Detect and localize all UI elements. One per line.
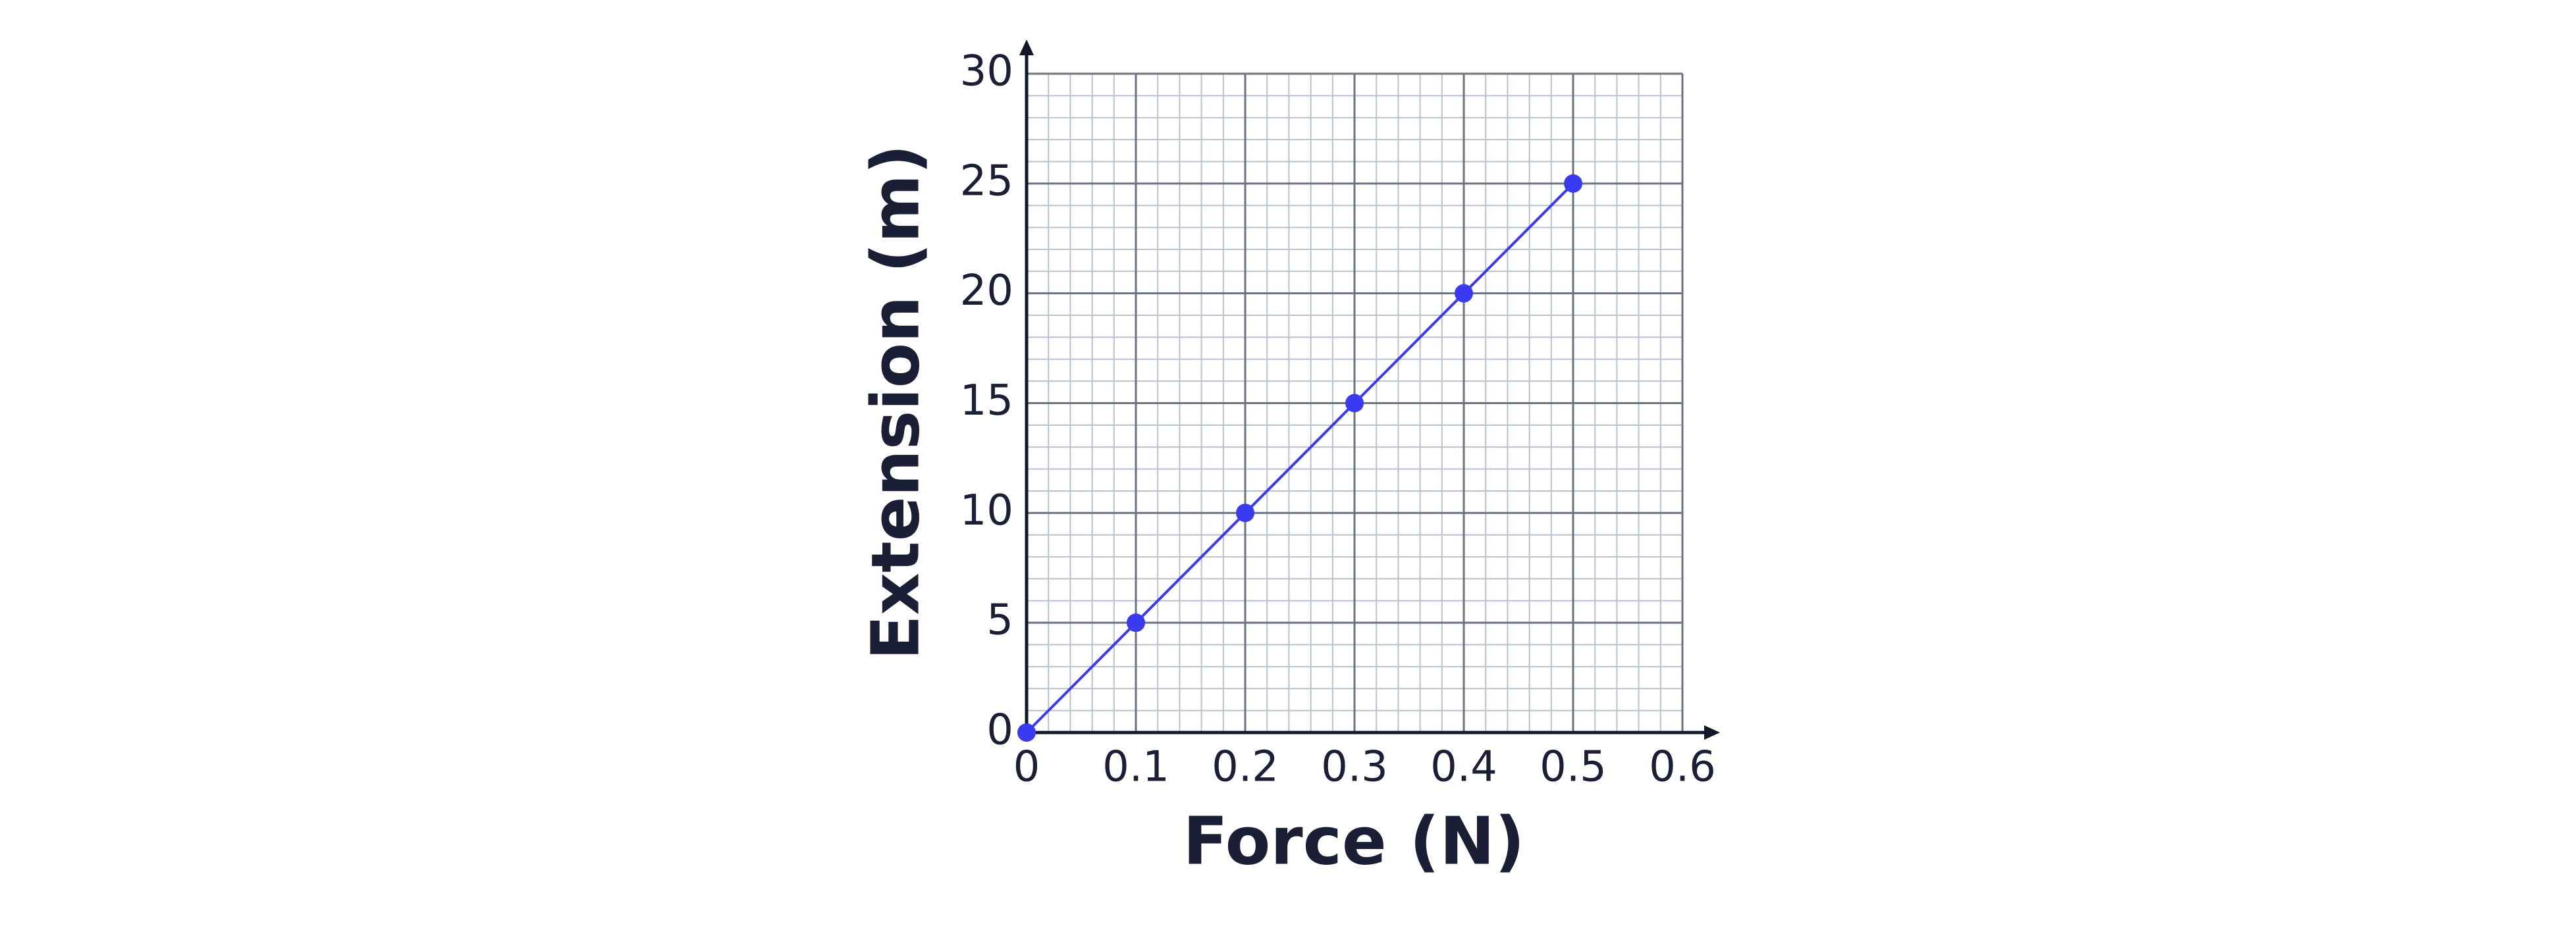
data-point — [1345, 394, 1364, 413]
y-tick-label: 0 — [986, 706, 1013, 755]
data-point — [1455, 284, 1473, 303]
y-tick-label: 15 — [960, 376, 1013, 425]
x-axis-arrow — [1704, 725, 1720, 740]
data-point — [1017, 723, 1036, 742]
y-tick-label: 5 — [986, 596, 1013, 645]
y-axis-title: Extension (m) — [857, 144, 934, 660]
x-tick-label: 0.4 — [1430, 743, 1497, 792]
y-tick-label: 25 — [960, 157, 1013, 205]
x-tick-label: 0.6 — [1649, 743, 1716, 792]
y-tick-label: 20 — [960, 267, 1013, 315]
y-tick-label: 10 — [960, 486, 1013, 535]
x-tick-label: 0.2 — [1212, 743, 1279, 792]
y-axis-arrow — [1019, 39, 1034, 55]
data-point — [1564, 174, 1582, 193]
x-tick-label: 0 — [1013, 743, 1040, 792]
x-tick-label: 0.3 — [1321, 743, 1388, 792]
x-tick-label: 0.1 — [1102, 743, 1169, 792]
data-line — [1025, 182, 1574, 734]
data-point — [1127, 613, 1145, 632]
x-tick-label: 0.5 — [1540, 743, 1607, 792]
data-point — [1236, 503, 1254, 523]
x-axis-title: Force (N) — [1183, 802, 1524, 879]
y-tick-label: 30 — [960, 47, 1013, 96]
